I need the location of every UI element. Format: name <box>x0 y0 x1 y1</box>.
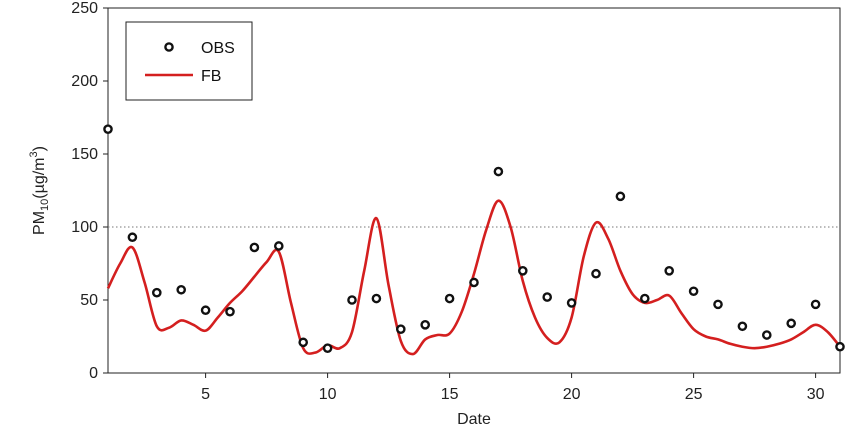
y-axis-label-unit-open: (µg/m <box>31 157 48 198</box>
legend-obs-marker <box>164 42 174 52</box>
y-axis-label-unit-close: ) <box>31 146 48 151</box>
obs-point <box>688 286 699 297</box>
obs-point <box>566 298 577 308</box>
y-axis-label-main: PM <box>31 211 48 235</box>
obs-point <box>420 320 431 330</box>
x-tick-label: 5 <box>201 386 210 403</box>
obs-point <box>127 232 138 243</box>
obs-point <box>347 295 357 305</box>
obs-point <box>322 343 333 353</box>
obs-point <box>518 265 528 276</box>
x-tick-label: 10 <box>319 386 337 403</box>
y-tick-label: 250 <box>71 0 98 17</box>
fb-series-line <box>106 199 842 356</box>
obs-point <box>615 191 626 202</box>
legend: OBS FB <box>125 21 253 101</box>
obs-point <box>371 293 382 304</box>
obs-point <box>151 287 162 298</box>
legend-label: FB <box>201 68 221 85</box>
y-axis-label-unit-sup: 3 <box>28 151 40 157</box>
obs-point <box>664 265 675 276</box>
obs-point <box>395 324 406 335</box>
legend-box <box>125 21 253 101</box>
x-tick-label: 20 <box>563 386 581 403</box>
obs-point <box>298 337 309 348</box>
obs-point <box>469 277 479 288</box>
obs-point <box>737 321 748 332</box>
x-tick-label: 25 <box>685 386 703 403</box>
y-tick-label: 100 <box>71 219 98 236</box>
obs-point <box>542 292 553 302</box>
axes: 5 10 15 20 25 30 0 50 100 150 200 250 <box>71 0 824 403</box>
y-tick-label: 200 <box>71 73 98 90</box>
obs-point <box>249 242 260 253</box>
x-axis-label: Date <box>457 411 491 428</box>
legend-label: OBS <box>201 40 235 57</box>
y-tick-label: 50 <box>80 292 98 309</box>
obs-point <box>103 124 113 134</box>
obs-point <box>273 241 284 251</box>
obs-point <box>762 330 772 340</box>
obs-point <box>713 299 723 310</box>
x-tick-label: 30 <box>807 386 825 403</box>
obs-point <box>786 318 797 329</box>
obs-point <box>835 341 845 352</box>
y-tick-label: 150 <box>71 146 98 163</box>
obs-point <box>493 166 504 177</box>
obs-point <box>591 268 601 279</box>
obs-point <box>640 293 650 304</box>
obs-point <box>200 305 211 316</box>
obs-point <box>225 306 235 317</box>
y-tick-label: 0 <box>89 365 98 382</box>
x-tick-label: 15 <box>441 386 459 403</box>
y-axis-label: PM10(µg/m3) <box>28 146 51 235</box>
series-layer <box>103 124 845 356</box>
obs-point <box>444 293 455 304</box>
obs-point <box>176 284 186 295</box>
y-axis-label-sub: 10 <box>39 199 51 211</box>
obs-point <box>810 299 821 310</box>
